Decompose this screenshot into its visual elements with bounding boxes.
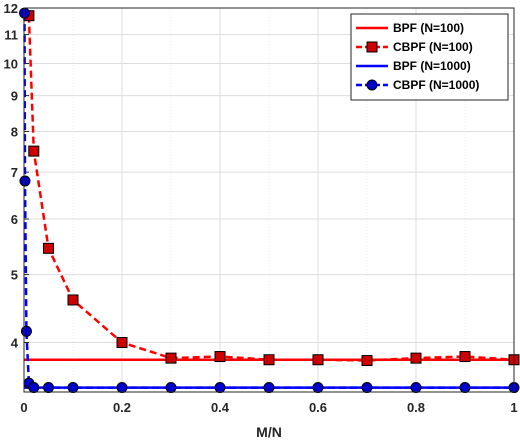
legend-entry: CBPF (N=100)	[356, 40, 473, 54]
y-tick-label: 12	[4, 1, 18, 16]
data-point-square	[312, 354, 324, 366]
x-tick-label: 1	[510, 400, 517, 415]
legend-label: BPF (N=1000)	[393, 59, 471, 73]
data-point-circle	[165, 382, 177, 394]
y-tick-label: 7	[11, 165, 18, 180]
legend-label: CBPF (N=100)	[393, 40, 473, 54]
legend-entry: BPF (N=100)	[356, 21, 464, 35]
data-point-circle	[43, 382, 54, 394]
legend: BPF (N=100) CBPF (N=100) BPF (N=1000) CBPF …	[350, 13, 509, 101]
data-point-circle	[20, 325, 32, 337]
data-point-square	[410, 352, 422, 364]
data-point-circle	[361, 382, 373, 394]
series-group	[18, 7, 520, 394]
y-tick-label: 10	[4, 57, 18, 72]
data-point-square	[263, 354, 275, 366]
y-tick-labels: 4 5 6 7 8 9 10 11 12	[4, 1, 19, 351]
data-point-square	[214, 351, 226, 363]
data-point-square	[43, 242, 54, 254]
y-tick-label: 6	[11, 212, 18, 227]
data-point-square	[67, 294, 79, 306]
data-point-circle	[410, 382, 422, 394]
data-point-circle	[28, 382, 40, 394]
data-point-square	[459, 351, 471, 363]
x-tick-label: 0.4	[211, 400, 230, 415]
data-point-square	[165, 352, 177, 364]
plot-frame	[23, 7, 515, 393]
x-tick-label: 0.8	[407, 400, 425, 415]
x-axis-label: M/N	[256, 424, 282, 440]
legend-entry: CBPF (N=1000)	[356, 78, 479, 92]
x-tick-labels: 0 0.2 0.4 0.6 0.8 1	[20, 400, 517, 415]
x-tick-label: 0.2	[113, 400, 131, 415]
y-tick-label: 8	[11, 124, 18, 139]
data-point-circle	[312, 382, 324, 394]
data-point-circle	[263, 382, 275, 394]
y-tick-label: 4	[11, 336, 19, 351]
legend-entry: BPF (N=1000)	[356, 59, 471, 73]
data-point-circle	[67, 382, 79, 394]
y-tick-label: 11	[4, 27, 18, 42]
data-point-circle	[116, 382, 128, 394]
data-point-square	[361, 355, 373, 367]
legend-marker-square	[366, 41, 378, 53]
data-point-circle	[214, 382, 226, 394]
data-point-square	[116, 337, 128, 349]
x-tick-label: 0	[20, 400, 27, 415]
legend-label: CBPF (N=1000)	[393, 78, 479, 92]
data-point-circle	[19, 175, 31, 187]
x-tick-label: 0.6	[309, 400, 327, 415]
data-point-circle	[459, 382, 471, 394]
legend-label: BPF (N=100)	[393, 21, 464, 35]
legend-marker-circle	[366, 79, 378, 91]
series-line	[23, 13, 514, 389]
y-tick-label: 9	[11, 89, 18, 104]
data-point-square	[28, 145, 40, 157]
y-tick-label: 5	[11, 268, 18, 283]
